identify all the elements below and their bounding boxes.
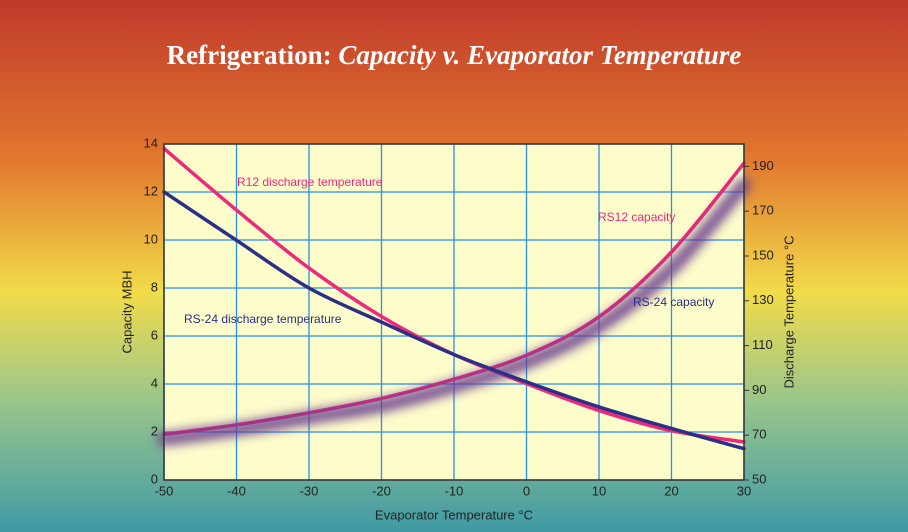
series-line [162,190,746,451]
y2-tick-label: 150 [752,247,774,262]
y2-tick-label: 190 [752,158,774,173]
series-label: RS12 capacity [598,210,675,224]
x-tick-label: -40 [227,483,246,498]
y2-tick-label: 50 [752,471,766,486]
x-tick-label: 20 [664,483,678,498]
y2-tick-label: 170 [752,203,774,218]
y-axis-label: Capacity MBH [119,270,134,353]
y-tick-label: 6 [151,327,158,342]
y2-tick-label: 130 [752,292,774,307]
x-tick-label: -50 [155,483,174,498]
y-tick-label: 8 [151,279,158,294]
y-tick-label: 10 [144,231,158,246]
x-tick-label: 0 [523,483,530,498]
series-label: RS-24 capacity [633,295,714,309]
series-label: R12 discharge temperature [237,175,383,189]
chart-title: Refrigeration: Capacity v. Evaporator Te… [167,40,742,70]
x-tick-label: -30 [300,483,319,498]
x-axis-label: Evaporator Temperature °C [375,507,533,522]
title-part: Refrigeration: [167,40,332,70]
plot-frame [163,143,745,481]
y2-axis-label: Discharge Temperature °C [781,235,796,388]
y2-tick-label: 110 [752,337,773,352]
y-tick-label: 4 [151,375,158,390]
series-label: RS-24 discharge temperature [184,312,342,326]
x-tick-label: -10 [445,483,464,498]
y-tick-label: 12 [144,183,158,198]
series-line [157,177,751,447]
y2-tick-label: 90 [752,382,766,397]
y-tick-label: 14 [144,135,158,150]
y-tick-label: 0 [151,471,158,486]
x-tick-label: 10 [592,483,606,498]
title-part: Capacity v. Evaporator Temperature [338,40,741,70]
y2-tick-label: 70 [752,427,766,442]
y-tick-label: 2 [151,423,158,438]
x-tick-label: -20 [372,483,391,498]
x-tick-label: 30 [737,483,751,498]
